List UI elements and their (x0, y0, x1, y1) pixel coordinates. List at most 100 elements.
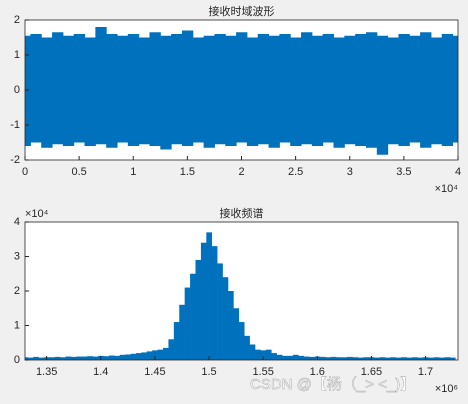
signal-band (25, 35, 31, 146)
signal-band (149, 32, 161, 146)
spectrum-bar (222, 277, 229, 360)
signal-band (376, 35, 389, 155)
spectrum-bar (227, 291, 234, 360)
x-exponent: ×10⁴ (435, 183, 459, 195)
spectrum-bar (65, 356, 72, 360)
spectrum-bar (265, 349, 272, 360)
spectrum-bar (347, 356, 353, 360)
x-tick-label: 3 (347, 166, 353, 178)
signal-band (441, 34, 454, 146)
spectrum-bar (71, 356, 77, 360)
y-tick-label: 1 (14, 319, 20, 331)
spectrum-bar (92, 356, 99, 360)
spectrum-bar (325, 357, 332, 360)
signal-band (246, 37, 259, 146)
y-tick-label: -2 (10, 154, 20, 166)
spectrum-bar (298, 355, 305, 360)
signal-band (311, 35, 324, 146)
spectrum-bar (449, 357, 456, 360)
signal-band (127, 34, 140, 146)
watermark: CSDN @【杨（_> <_)】 (250, 376, 415, 393)
signal-band (41, 37, 53, 148)
signal-band (279, 34, 291, 143)
spectrum-bar (395, 357, 402, 360)
x-tick-label: 2 (238, 166, 244, 178)
spectrum-bar (211, 246, 218, 360)
spectrum-bar (206, 232, 213, 360)
signal-band (387, 37, 399, 145)
signal-band (171, 34, 183, 145)
x-tick-label: 1.65 (361, 366, 382, 378)
y-tick-label: 4 (14, 216, 20, 228)
spectrum-bar (238, 322, 245, 360)
spectrum-bar (341, 357, 348, 360)
signal-band (203, 35, 215, 148)
spectrum-bar (255, 349, 261, 360)
y-tick-label: 1 (14, 49, 20, 61)
signal-band (365, 32, 378, 148)
spectrum-bar (282, 355, 288, 360)
spectrum-bar (411, 357, 418, 360)
spectrum-bar (81, 356, 88, 360)
spectrum-bar (439, 357, 445, 360)
spectrum-bar (276, 354, 283, 360)
signal-band (398, 34, 410, 146)
spectrum-bar (125, 354, 131, 360)
x-tick-label: 1.45 (144, 366, 165, 378)
signal-band (106, 34, 118, 148)
signal-band (420, 32, 432, 148)
x-tick-label: 4 (455, 166, 461, 178)
signal-band (30, 34, 42, 143)
spectrum-bar (287, 355, 294, 360)
chart-title: 接收频谱 (220, 206, 264, 220)
spectrum-bar (374, 357, 380, 360)
spectrum-bar (330, 356, 337, 360)
signal-band (95, 27, 107, 145)
spectrum-bar (444, 357, 451, 360)
spectrum-bar (428, 357, 434, 360)
spectrum-bar (38, 357, 45, 360)
signal-band (181, 30, 194, 146)
x-tick-label: 0 (22, 166, 28, 178)
x-exponent: ×10⁶ (435, 383, 458, 395)
signal-band (236, 32, 248, 143)
x-tick-label: 1.7 (418, 366, 433, 378)
signal-band (257, 34, 270, 145)
spectrum-bar (417, 357, 424, 360)
spectrum-bar (163, 347, 169, 360)
spectrum-bar (244, 335, 250, 360)
spectrum-bar (87, 356, 93, 360)
spectrum-bar (103, 356, 110, 360)
signal-band (290, 37, 302, 146)
spectrum-bar (363, 357, 369, 360)
signal-band (355, 34, 367, 146)
spectrum-bar (114, 355, 121, 360)
spectrum-bar (49, 357, 56, 360)
signal-band (409, 35, 421, 143)
spectrum-bar (384, 357, 391, 360)
signal-band (225, 35, 237, 146)
spectrum-bar (173, 322, 180, 360)
x-tick-label: 0.5 (71, 166, 86, 178)
signal-band (62, 35, 75, 146)
spectrum-bar (249, 344, 256, 360)
spectrum-bar (303, 356, 310, 360)
spectrum-bar (319, 356, 326, 360)
spectrum-bar (184, 287, 191, 360)
x-tick-label: 1.6 (310, 366, 325, 378)
spectrum-bar (76, 356, 83, 360)
marks (25, 27, 458, 155)
y-exponent: ×10⁴ (25, 208, 49, 220)
signal-band (160, 35, 172, 150)
signal-band (52, 32, 64, 145)
spectrum-bar (190, 273, 196, 360)
spectrum-bar (33, 356, 39, 360)
signal-band (214, 34, 226, 145)
y-tick-label: 3 (14, 250, 20, 262)
signal-band (301, 32, 313, 145)
spectrum-bar (379, 357, 386, 360)
spectrum-bar (135, 353, 142, 360)
spectrum-bar (336, 357, 342, 360)
y-tick-label: 0 (14, 84, 20, 96)
